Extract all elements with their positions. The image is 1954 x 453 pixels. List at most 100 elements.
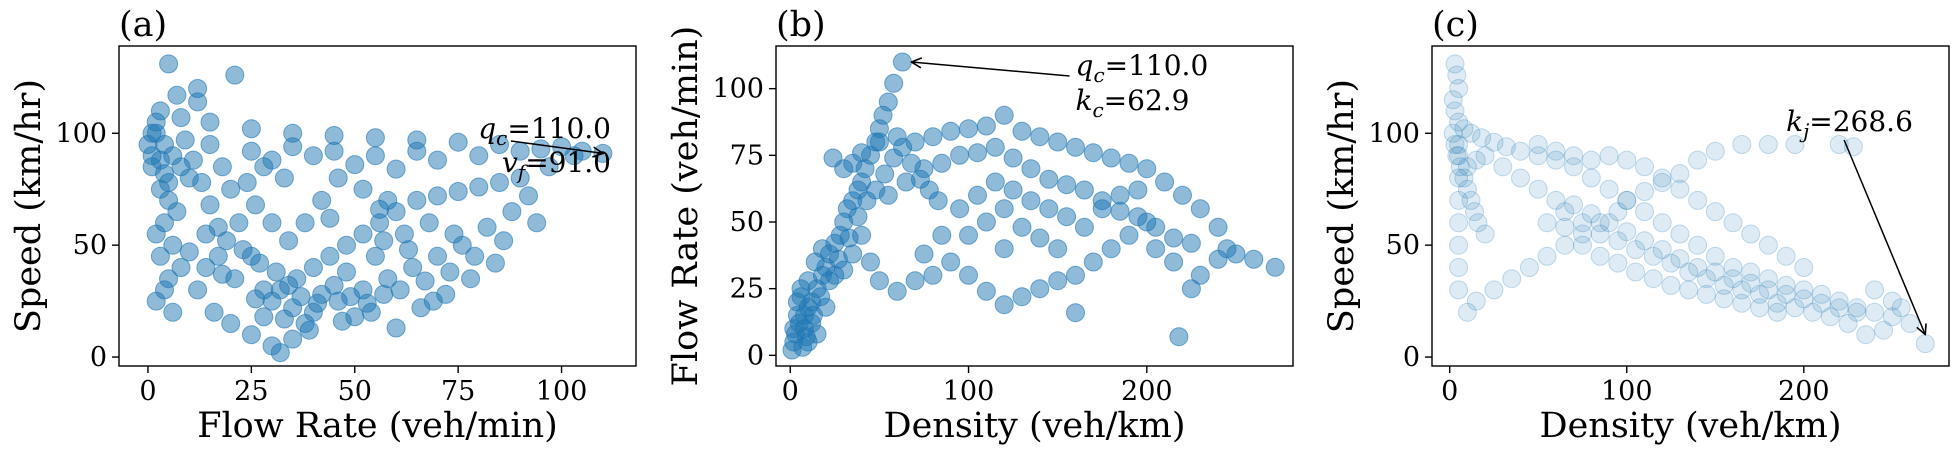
data-point (241, 325, 261, 345)
data-point (976, 116, 996, 136)
data-point (1776, 275, 1796, 295)
data-point (279, 275, 299, 295)
data-point (1484, 132, 1504, 152)
data-point (1635, 157, 1654, 177)
data-point (1003, 148, 1023, 168)
x-tick-label: 25 (234, 376, 268, 407)
data-point (1012, 287, 1032, 307)
data-point (419, 213, 439, 233)
y-tick-label: 0 (90, 342, 107, 373)
data-point (950, 199, 970, 219)
data-point (1776, 284, 1796, 304)
data-point (324, 141, 344, 161)
data-point (1021, 159, 1041, 179)
data-point (163, 235, 183, 255)
data-point (386, 318, 406, 338)
data-point (1528, 179, 1548, 199)
data-point (415, 271, 435, 291)
data-point (229, 213, 249, 233)
data-point (1066, 265, 1085, 285)
data-point (1758, 269, 1778, 289)
data-point (1457, 157, 1477, 177)
data-point (1679, 262, 1699, 282)
scatter-points-b (782, 52, 1285, 360)
data-point (1564, 157, 1584, 177)
x-tick-label: 0 (1441, 376, 1458, 407)
data-point (519, 186, 538, 206)
data-point (1652, 213, 1672, 233)
data-point (798, 271, 818, 291)
data-point (1865, 302, 1885, 322)
data-point (1590, 224, 1610, 244)
data-point (1528, 135, 1548, 154)
data-point (1493, 157, 1513, 177)
data-point (1119, 153, 1139, 173)
data-point (1758, 135, 1778, 154)
data-point (959, 119, 978, 139)
data-point (1443, 123, 1463, 143)
data-point (1021, 191, 1041, 211)
data-point (893, 137, 913, 157)
data-point (196, 258, 216, 277)
data-point (365, 146, 385, 166)
data-point (1449, 79, 1469, 98)
data-point (1767, 293, 1787, 313)
data-point (1741, 224, 1761, 244)
data-point (1546, 150, 1566, 170)
y-tick-label: 100 (1368, 118, 1420, 149)
data-point (1608, 202, 1628, 222)
data-point (1750, 298, 1770, 318)
data-point (1555, 202, 1575, 222)
data-point (250, 253, 270, 273)
data-point (1661, 253, 1681, 273)
x-tick-label: 0 (782, 376, 799, 407)
data-point (866, 180, 886, 200)
data-point (1465, 202, 1484, 222)
data-point (923, 265, 943, 285)
data-point (1608, 253, 1628, 273)
data-point (1812, 293, 1831, 313)
data-point (221, 179, 241, 199)
data-point (1447, 65, 1467, 85)
data-point (1074, 180, 1094, 200)
data-point (1217, 239, 1237, 259)
data-point (365, 246, 385, 266)
data-point (1475, 146, 1495, 166)
data-point (1652, 240, 1672, 260)
x-axis-label: Density (veh/km) (1540, 406, 1842, 446)
data-point (221, 314, 241, 333)
data-point (1626, 262, 1646, 282)
data-point (805, 252, 825, 272)
annotation-arrow (1843, 139, 1925, 335)
data-point (1449, 280, 1469, 300)
data-point (1785, 135, 1805, 154)
data-point (1449, 168, 1469, 188)
data-point (390, 280, 410, 300)
data-point (1443, 90, 1463, 110)
data-point (1074, 217, 1094, 237)
data-point (1635, 231, 1654, 251)
data-point (1555, 217, 1575, 237)
data-point (469, 146, 489, 166)
data-point (295, 213, 315, 233)
y-tick-label: 75 (730, 140, 764, 171)
data-point (159, 54, 179, 74)
data-point (1484, 280, 1504, 300)
data-point (1496, 137, 1516, 157)
data-point (241, 141, 261, 161)
data-point (1155, 172, 1175, 192)
data-point (303, 258, 323, 277)
data-point (1652, 168, 1672, 188)
panel-label: (c) (1432, 5, 1479, 45)
data-point (1670, 179, 1690, 199)
data-point (1670, 224, 1690, 244)
data-point (1472, 128, 1492, 148)
data-point (1502, 269, 1522, 289)
data-point (852, 143, 872, 163)
data-point (994, 105, 1014, 125)
data-point (225, 269, 245, 289)
data-point (905, 271, 925, 291)
data-point (403, 258, 423, 277)
